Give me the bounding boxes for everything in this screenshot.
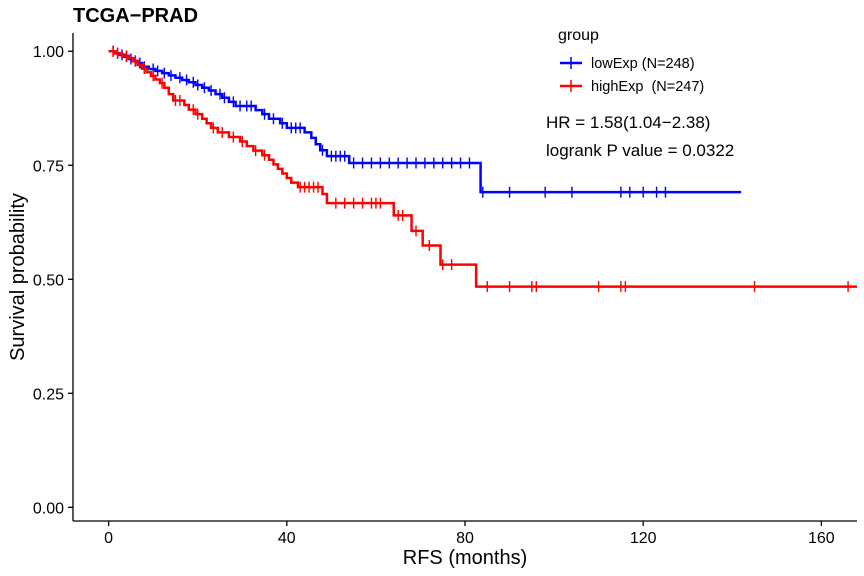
y-tick-label: 0.00: [33, 500, 64, 517]
x-tick-label: 160: [808, 530, 835, 547]
y-axis-title: Survival probability: [7, 193, 29, 361]
y-tick-label: 0.25: [33, 386, 64, 403]
x-tick-label: 40: [278, 530, 296, 547]
legend-item-lowexp: lowExp (N=248): [560, 56, 695, 72]
y-tick-label: 0.75: [33, 158, 64, 175]
legend: group lowExp (N=248) highExp (N=247): [558, 27, 704, 95]
x-tick-label: 0: [104, 530, 113, 547]
x-tick-label: 120: [630, 530, 657, 547]
series-line-highexp: [108, 49, 857, 288]
legend-label-lowexp: lowExp (N=248): [591, 56, 695, 72]
x-axis-title: RFS (months): [403, 547, 527, 569]
x-tick-label: 80: [456, 530, 474, 547]
x-ticks: 0 40 80 120 160: [104, 521, 835, 547]
axes: [72, 33, 857, 522]
legend-label-highexp: highExp (N=247): [591, 79, 704, 95]
y-tick-label: 1.00: [33, 44, 64, 61]
logrank-annotation: logrank P value = 0.0322: [546, 141, 734, 160]
series-layer: [108, 45, 857, 293]
chart-title: TCGA−PRAD: [73, 5, 198, 27]
legend-item-highexp: highExp (N=247): [560, 79, 704, 95]
y-tick-label: 0.50: [33, 272, 64, 289]
hr-annotation: HR = 1.58(1.04−2.38): [546, 113, 710, 132]
censor-marks-highexp: [110, 45, 852, 293]
y-ticks: 0.00 0.25 0.50 0.75 1.00: [33, 44, 73, 517]
legend-title: group: [558, 27, 599, 44]
